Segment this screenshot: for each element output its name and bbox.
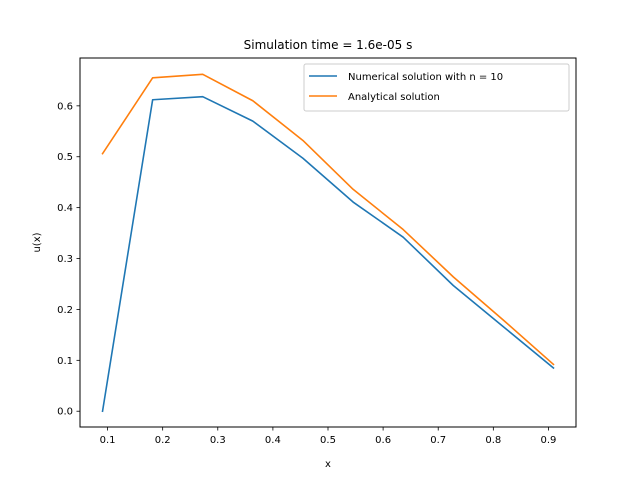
y-tick-label: 0.2 (57, 305, 73, 316)
y-tick-label: 0.5 (57, 152, 73, 163)
plot-area-frame (79, 57, 577, 428)
x-tick-label: 0.4 (265, 435, 281, 446)
legend-box (303, 63, 570, 112)
x-axis-label: x (325, 459, 331, 470)
y-tick-label: 0.3 (57, 254, 73, 265)
y-tick-label: 0.0 (57, 407, 73, 418)
legend-label-2: Analytical solution (348, 92, 440, 103)
x-tick-label: 0.8 (485, 435, 501, 446)
y-tick-label: 0.1 (57, 356, 73, 367)
y-axis-label: u(x) (32, 232, 43, 252)
y-tick-label: 0.4 (57, 203, 73, 214)
legend: Numerical solution with n = 10 Analytical… (303, 63, 570, 112)
x-tick-label: 0.1 (100, 435, 116, 446)
legend-label-1: Numerical solution with n = 10 (348, 72, 503, 83)
chart-title: Simulation time = 1.6e-05 s (244, 38, 413, 52)
x-tick-label: 0.2 (155, 435, 171, 446)
series-layer (101, 73, 555, 413)
x-tick-label: 0.7 (430, 435, 446, 446)
x-tick-label: 0.9 (540, 435, 556, 446)
x-tick-label: 0.5 (320, 435, 336, 446)
x-tick-label: 0.6 (375, 435, 391, 446)
x-tick-label: 0.3 (210, 435, 226, 446)
series-line-2 (101, 73, 555, 366)
ticks-layer: 0.1 0.2 0.3 0.4 0.5 0.6 0.7 0.8 0.9 0.0 0.1 0.2 0.3 0… (57, 101, 556, 446)
y-tick-label: 0.6 (57, 101, 73, 112)
series-line-1 (101, 95, 555, 413)
